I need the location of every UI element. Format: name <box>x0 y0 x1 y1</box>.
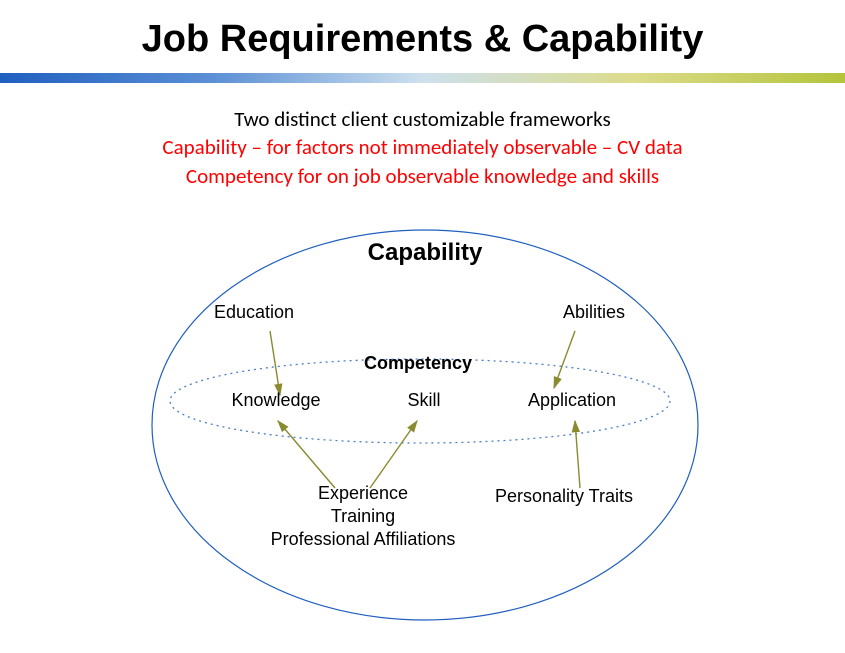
outer-ellipse <box>152 230 698 620</box>
page-title: Job Requirements & Capability <box>0 0 845 61</box>
label-knowledge: Knowledge <box>231 390 320 410</box>
arrow-1 <box>554 331 575 388</box>
diagram-svg: Capability Competency Education Abilities Kn… <box>0 205 845 648</box>
capability-diagram: Capability Competency Education Abilities Kn… <box>0 205 845 648</box>
label-training: Training <box>331 506 395 526</box>
subtitle-line-1: Two distinct client customizable framewo… <box>0 105 845 133</box>
label-abilities: Abilities <box>563 302 625 322</box>
label-skill: Skill <box>407 390 440 410</box>
label-prof_affiliations: Professional Affiliations <box>271 529 456 549</box>
arrow-4 <box>575 421 580 488</box>
subtitle-line-3: Competency for on job observable knowled… <box>0 162 845 190</box>
subtitle-block: Two distinct client customizable framewo… <box>0 105 845 190</box>
label-personality: Personality Traits <box>495 486 633 506</box>
gradient-divider <box>0 73 845 83</box>
label-education: Education <box>214 302 294 322</box>
arrow-0 <box>270 331 280 395</box>
subtitle-line-2: Capability – for factors not immediately… <box>0 133 845 161</box>
label-application: Application <box>528 390 616 410</box>
label-capability: Capability <box>368 239 483 266</box>
label-experience: Experience <box>318 483 408 503</box>
arrow-3 <box>370 421 417 488</box>
label-competency: Competency <box>364 353 472 373</box>
arrow-2 <box>278 421 335 488</box>
